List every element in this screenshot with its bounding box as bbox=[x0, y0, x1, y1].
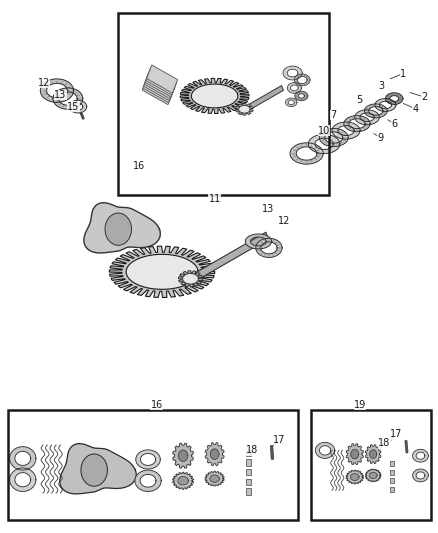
Polygon shape bbox=[135, 470, 161, 491]
Polygon shape bbox=[145, 69, 176, 97]
Polygon shape bbox=[145, 71, 175, 99]
Polygon shape bbox=[369, 472, 377, 479]
Text: 19: 19 bbox=[354, 400, 366, 410]
Polygon shape bbox=[246, 450, 251, 456]
Polygon shape bbox=[390, 478, 394, 483]
Polygon shape bbox=[344, 116, 370, 132]
Polygon shape bbox=[290, 143, 323, 164]
Text: 13: 13 bbox=[262, 204, 274, 214]
Text: 13: 13 bbox=[54, 90, 67, 100]
Text: 1: 1 bbox=[400, 69, 406, 78]
Polygon shape bbox=[240, 85, 283, 115]
Polygon shape bbox=[84, 203, 160, 253]
Polygon shape bbox=[246, 469, 251, 475]
Polygon shape bbox=[144, 72, 175, 101]
Polygon shape bbox=[178, 477, 188, 485]
Polygon shape bbox=[147, 65, 178, 93]
Polygon shape bbox=[105, 213, 131, 245]
Text: 18: 18 bbox=[246, 446, 258, 455]
Text: 16: 16 bbox=[133, 161, 145, 171]
Polygon shape bbox=[413, 449, 428, 462]
Polygon shape bbox=[351, 449, 359, 459]
Polygon shape bbox=[136, 450, 160, 469]
Text: 7: 7 bbox=[330, 110, 336, 120]
Polygon shape bbox=[364, 104, 387, 118]
Polygon shape bbox=[81, 454, 107, 486]
Polygon shape bbox=[365, 469, 381, 482]
Polygon shape bbox=[205, 471, 224, 486]
Polygon shape bbox=[126, 254, 198, 289]
Polygon shape bbox=[346, 470, 364, 484]
Polygon shape bbox=[210, 449, 219, 459]
Polygon shape bbox=[246, 479, 251, 485]
Text: 18: 18 bbox=[378, 439, 391, 448]
Polygon shape bbox=[210, 475, 219, 482]
Polygon shape bbox=[236, 103, 253, 115]
Polygon shape bbox=[173, 472, 194, 489]
Polygon shape bbox=[295, 91, 308, 101]
Text: 16: 16 bbox=[151, 400, 163, 410]
Text: 17: 17 bbox=[390, 430, 403, 439]
Polygon shape bbox=[178, 450, 188, 462]
Text: 4: 4 bbox=[412, 104, 418, 114]
Polygon shape bbox=[375, 99, 396, 111]
Polygon shape bbox=[287, 83, 301, 93]
Polygon shape bbox=[370, 450, 377, 458]
Polygon shape bbox=[183, 273, 198, 284]
Polygon shape bbox=[60, 443, 136, 494]
Bar bbox=[118, 13, 328, 195]
Polygon shape bbox=[246, 459, 251, 466]
Polygon shape bbox=[365, 445, 381, 464]
Polygon shape bbox=[180, 78, 249, 114]
Polygon shape bbox=[246, 488, 251, 495]
Polygon shape bbox=[346, 443, 364, 465]
Text: 6: 6 bbox=[391, 119, 397, 128]
Polygon shape bbox=[294, 74, 310, 86]
Polygon shape bbox=[390, 470, 394, 475]
Text: 9: 9 bbox=[377, 133, 383, 142]
Polygon shape bbox=[173, 443, 194, 469]
Polygon shape bbox=[205, 442, 224, 466]
Polygon shape bbox=[183, 232, 268, 287]
Polygon shape bbox=[10, 468, 36, 491]
Text: 5: 5 bbox=[356, 95, 362, 105]
Polygon shape bbox=[350, 474, 359, 480]
Polygon shape bbox=[390, 487, 394, 492]
Polygon shape bbox=[355, 110, 379, 125]
Polygon shape bbox=[110, 246, 215, 297]
Polygon shape bbox=[390, 461, 394, 466]
Polygon shape bbox=[69, 100, 87, 113]
Polygon shape bbox=[178, 271, 203, 287]
Polygon shape bbox=[308, 134, 340, 154]
Polygon shape bbox=[332, 122, 360, 139]
Text: 12: 12 bbox=[278, 216, 290, 226]
Text: 2: 2 bbox=[421, 92, 427, 102]
Polygon shape bbox=[385, 93, 403, 104]
Polygon shape bbox=[10, 447, 36, 470]
Text: 17: 17 bbox=[273, 435, 286, 445]
Text: 10: 10 bbox=[318, 126, 330, 135]
Polygon shape bbox=[191, 84, 238, 108]
Polygon shape bbox=[245, 234, 272, 249]
Polygon shape bbox=[413, 469, 428, 482]
Polygon shape bbox=[319, 128, 348, 147]
Bar bbox=[8, 410, 298, 520]
Text: 11: 11 bbox=[208, 194, 221, 204]
Polygon shape bbox=[142, 77, 173, 104]
Polygon shape bbox=[315, 442, 335, 458]
Text: 3: 3 bbox=[378, 82, 384, 91]
Polygon shape bbox=[239, 106, 250, 113]
Text: 15: 15 bbox=[67, 102, 80, 111]
Bar bbox=[311, 410, 431, 520]
Polygon shape bbox=[143, 75, 174, 103]
Polygon shape bbox=[283, 66, 302, 80]
Polygon shape bbox=[146, 67, 177, 95]
Text: 12: 12 bbox=[38, 78, 50, 87]
Polygon shape bbox=[256, 238, 282, 257]
Polygon shape bbox=[53, 88, 83, 109]
Polygon shape bbox=[40, 79, 74, 102]
Polygon shape bbox=[286, 98, 297, 107]
